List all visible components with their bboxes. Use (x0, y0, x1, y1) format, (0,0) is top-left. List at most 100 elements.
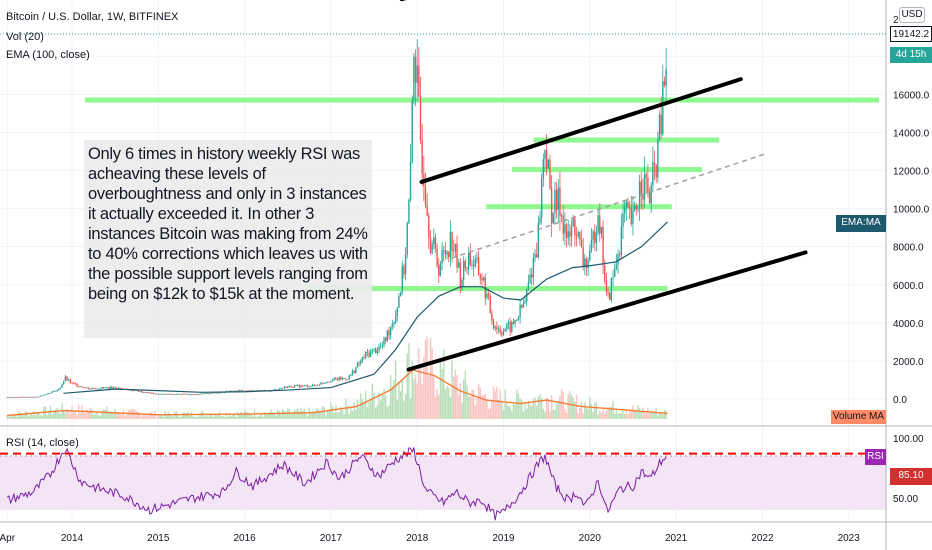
volume-bar (92, 414, 95, 419)
candle-body (219, 392, 221, 394)
volume-ma-tag: Volume MA (831, 410, 886, 424)
volume-bar (592, 411, 594, 419)
time-tick-label: 2014 (61, 533, 84, 544)
ema-legend[interactable]: EMA (100, close) (6, 49, 90, 61)
volume-bar (28, 416, 30, 419)
volume-bar (496, 387, 498, 419)
candle-body (487, 293, 490, 297)
volume-bar (441, 369, 443, 419)
candle-body (82, 387, 85, 388)
price-candles-layer (6, 39, 667, 398)
volume-bar (333, 413, 335, 419)
volume-bar (645, 413, 647, 419)
time-tick-label: 2016 (233, 533, 256, 544)
candle-body (428, 215, 430, 238)
candle-body (328, 381, 330, 383)
annotation-note[interactable]: Only 6 times in history weekly RSI was a… (84, 140, 372, 338)
time-tick-label: 2020 (579, 533, 602, 544)
ema-tag: EMA:MA (836, 215, 886, 232)
candle-body (579, 232, 581, 240)
volume-bar (29, 412, 32, 419)
candle-body (71, 382, 73, 384)
candle-body (76, 384, 78, 387)
volume-bar (210, 413, 213, 419)
volume-bar (577, 413, 579, 419)
candle-body (663, 81, 666, 86)
volume-bar (474, 405, 476, 419)
candle-body (504, 329, 506, 331)
time-tick-label: Apr (0, 533, 16, 544)
volume-bar (26, 411, 28, 419)
candle-body (587, 260, 589, 268)
candle-body (144, 392, 146, 393)
candle-body (539, 217, 541, 223)
candle-body (617, 254, 619, 265)
candle-body (391, 324, 394, 327)
rsi-tick-label: 100.00 (893, 434, 924, 445)
symbol-legend[interactable]: Bitcoin / U.S. Dollar, 1W, BITFINEX (6, 11, 179, 23)
rsi-legend[interactable]: RSI (14, close) (6, 437, 79, 449)
candle-body (223, 392, 226, 394)
candle-body (179, 393, 181, 395)
candle-body (396, 307, 398, 317)
volume-bar (152, 415, 155, 419)
support-zone (84, 97, 879, 103)
volume-bar (403, 400, 405, 419)
candle-body (119, 387, 121, 389)
volume-bar (487, 409, 490, 419)
candle-body (665, 68, 667, 86)
volume-bar (466, 385, 468, 419)
volume-bar (524, 401, 526, 419)
candle-body (632, 210, 634, 225)
candle-body (413, 56, 415, 100)
volume-bar (149, 412, 151, 419)
volume-bar (399, 391, 402, 419)
volume-legend[interactable]: Vol (20) (6, 31, 44, 43)
candle-body (441, 249, 443, 264)
volume-bar (391, 386, 394, 419)
candle-body (531, 274, 533, 278)
volume-bar (552, 409, 554, 419)
volume-bar (401, 380, 403, 419)
volume-bar (298, 411, 301, 419)
candle-body (462, 260, 465, 280)
candle-body (446, 251, 448, 255)
volume-bar (502, 409, 505, 419)
volume-bar (147, 414, 150, 419)
candle-body (288, 385, 291, 387)
currency-button[interactable]: USD (899, 7, 925, 23)
volume-bar (200, 411, 203, 419)
candle-body (61, 384, 63, 388)
candle-body (66, 376, 68, 381)
candle-body (250, 390, 252, 392)
candle-body (190, 394, 193, 395)
candle-body (401, 266, 403, 293)
volume-bar (507, 406, 510, 419)
candle-body (574, 218, 576, 236)
candle-body (308, 386, 311, 388)
volume-bar (562, 391, 564, 419)
volume-bar (353, 402, 355, 419)
candle-body (232, 390, 234, 392)
volume-bar (248, 414, 251, 419)
candle-body (8, 397, 10, 398)
volume-bar (602, 409, 604, 419)
volume-bar (325, 415, 327, 419)
candle-body (89, 388, 91, 390)
price-tick-label: 8000.0 (893, 243, 924, 254)
volume-bar (277, 409, 279, 419)
volume-bar (199, 413, 201, 419)
volume-bar (150, 412, 153, 419)
candle-body (637, 206, 639, 209)
candle-body (421, 140, 423, 174)
candle-body (584, 258, 586, 267)
price-tick-label: 2000.0 (893, 357, 924, 368)
volume-bar (290, 413, 292, 419)
volume-bar (273, 413, 276, 419)
candle-body (195, 394, 198, 396)
candle-body (38, 396, 40, 398)
volume-bar (275, 415, 277, 419)
candle-body (157, 393, 159, 395)
candle-body (662, 81, 664, 135)
